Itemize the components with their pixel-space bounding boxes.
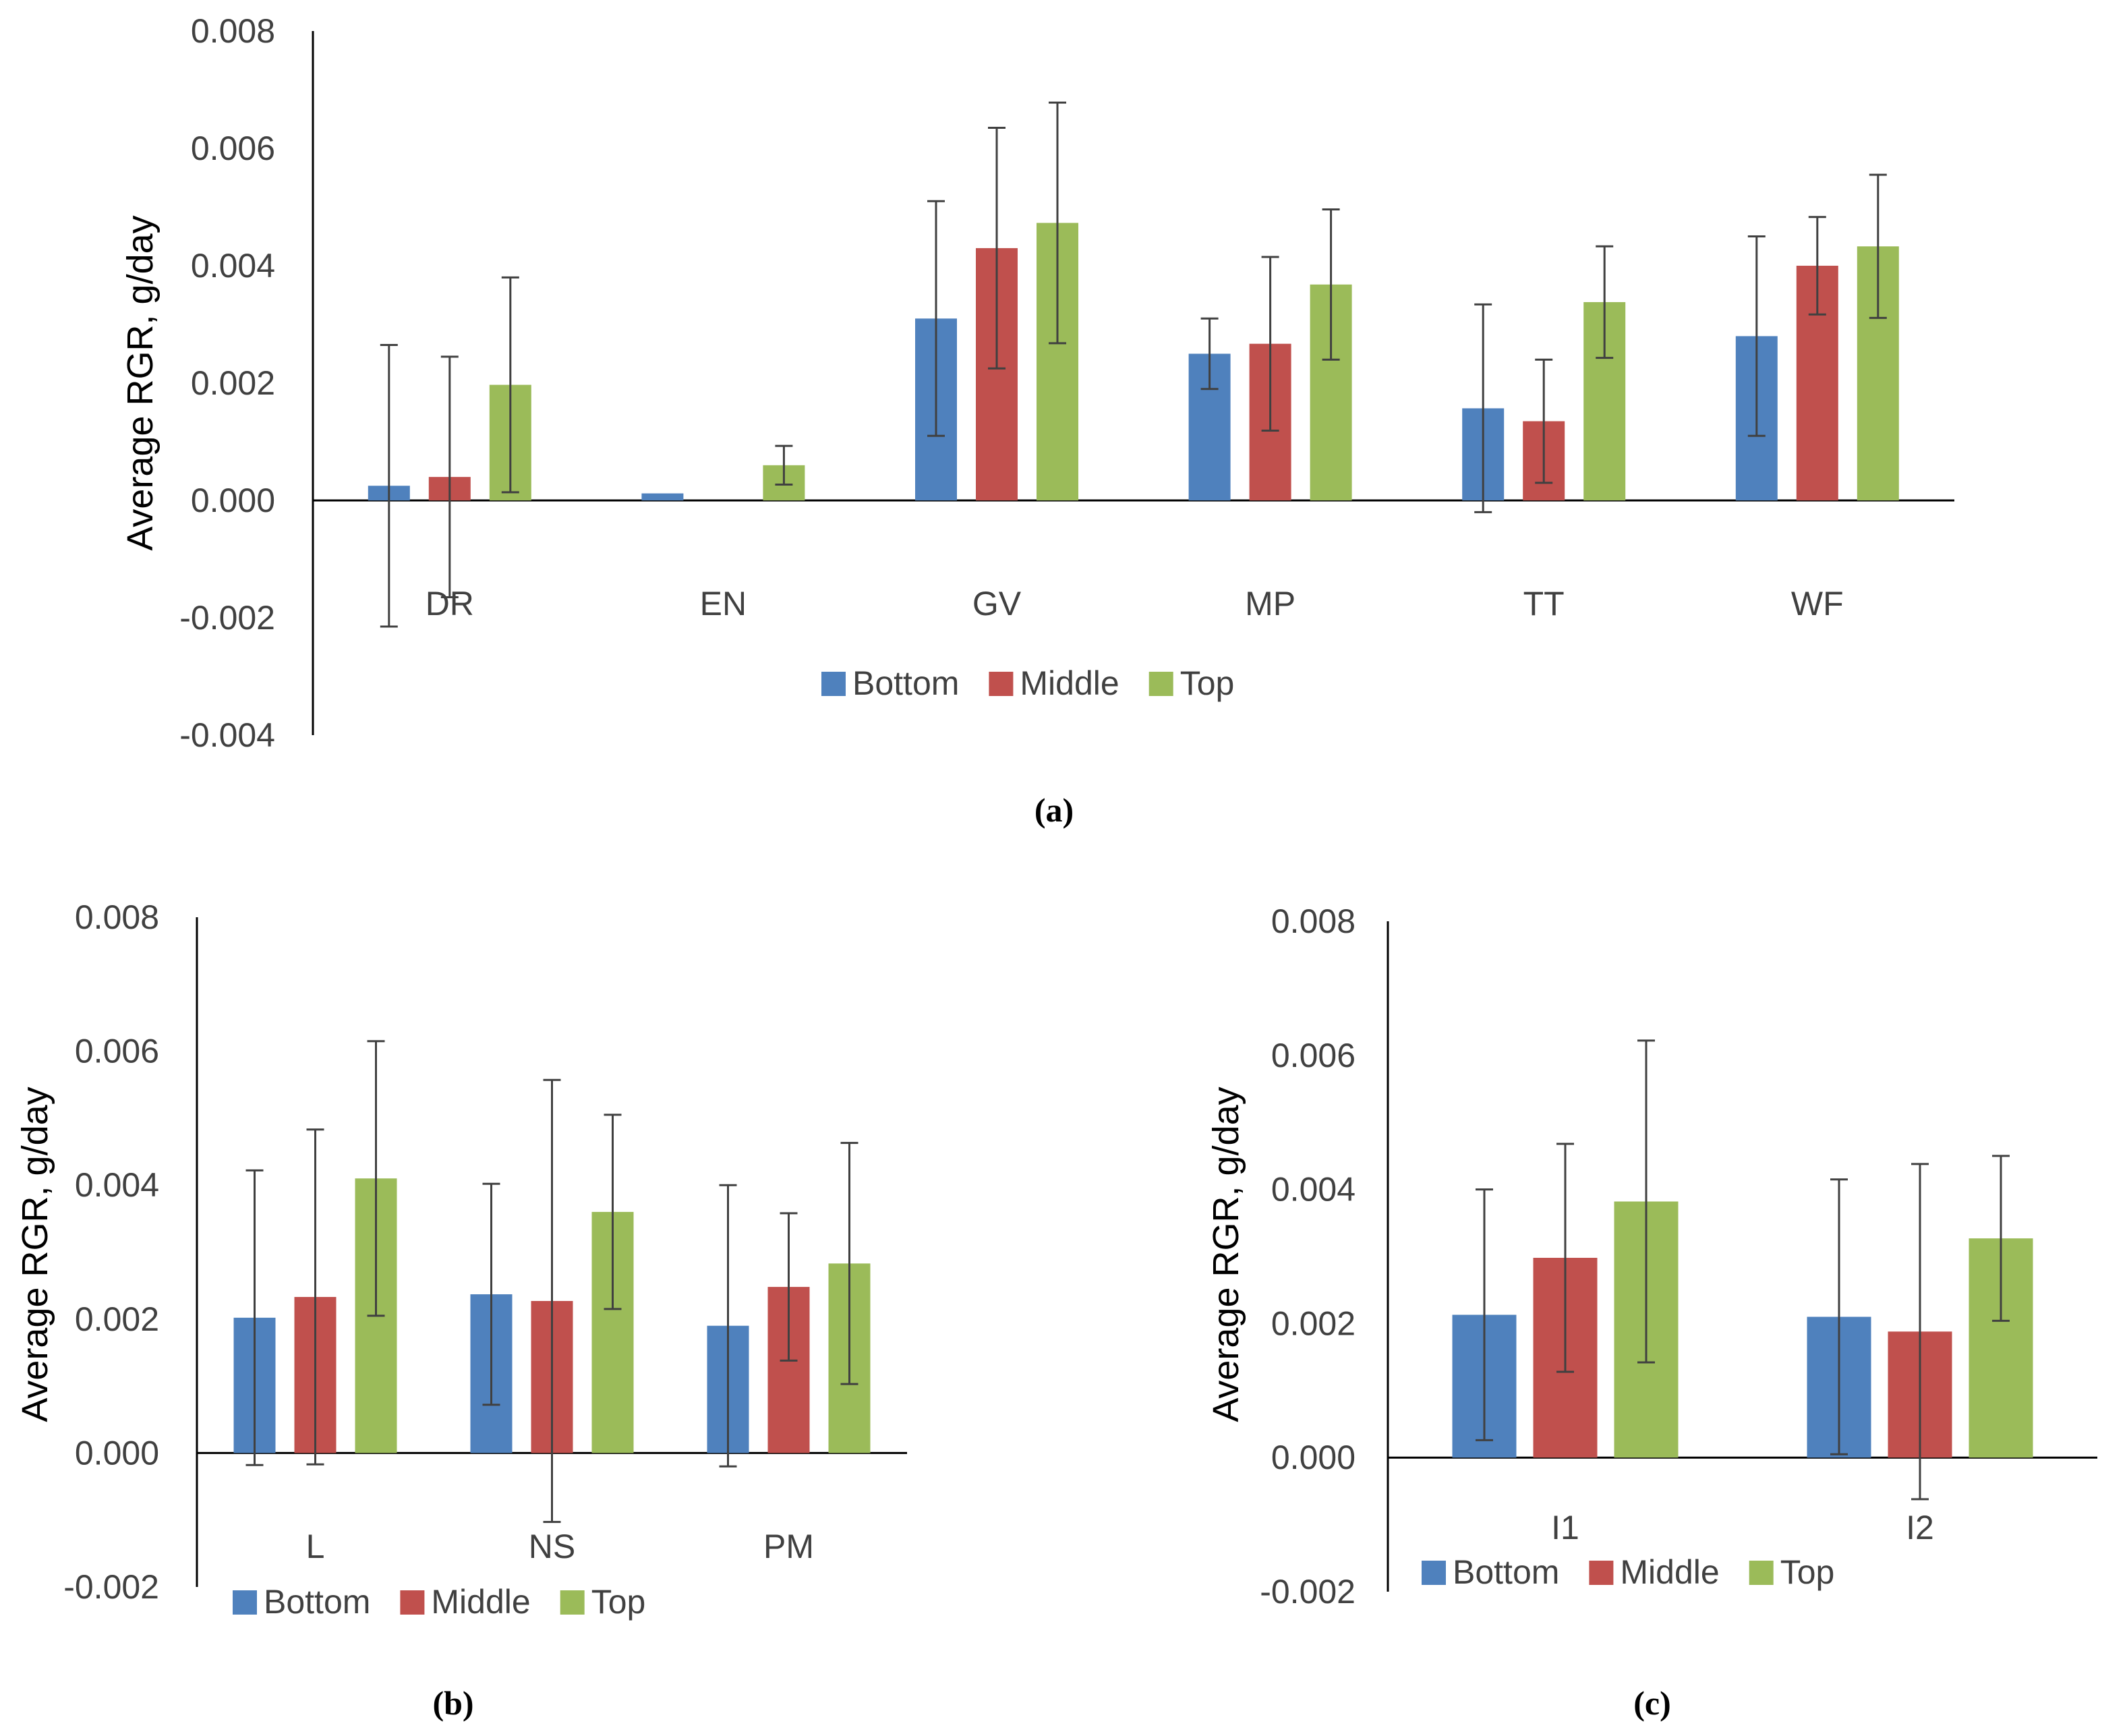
chart-panel-2: 0.008 0.006 0.004 0.002 0.000 -0.002 Average R… bbox=[1206, 902, 2097, 1722]
x-tick-label: I1 bbox=[1551, 1509, 1579, 1546]
legend-label: Bottom bbox=[264, 1583, 370, 1621]
y-tick-label: -0.002 bbox=[179, 599, 275, 637]
chart-panel-0: 0.008 0.006 0.004 0.002 0.000 -0.002 -0.004 Ave… bbox=[120, 12, 1954, 829]
legend-label: Middle bbox=[1020, 664, 1119, 702]
legend-swatch bbox=[560, 1590, 585, 1615]
legend-label: Middle bbox=[1620, 1553, 1719, 1591]
y-tick-label: 0.006 bbox=[191, 129, 275, 167]
legend-label: Bottom bbox=[1453, 1553, 1559, 1591]
y-tick-label: 0.006 bbox=[1271, 1037, 1356, 1074]
chart-panel-1: 0.008 0.006 0.004 0.002 0.000 -0.002 Average R… bbox=[15, 898, 907, 1722]
legend-swatch bbox=[1749, 1561, 1774, 1585]
legend-label: Top bbox=[1180, 664, 1235, 702]
panel-label: (b) bbox=[432, 1684, 473, 1722]
legend-label: Middle bbox=[431, 1583, 530, 1621]
legend-swatch bbox=[1589, 1561, 1614, 1585]
x-tick-label: EN bbox=[700, 585, 747, 623]
legend-swatch bbox=[1148, 672, 1173, 696]
x-tick-label: NS bbox=[529, 1528, 575, 1565]
x-tick-label: TT bbox=[1523, 585, 1565, 623]
y-tick-label: 0.004 bbox=[75, 1166, 159, 1204]
legend-label: Top bbox=[591, 1583, 646, 1621]
x-tick-label: DR bbox=[426, 585, 474, 623]
x-tick-label: GV bbox=[972, 585, 1022, 623]
legend-swatch bbox=[400, 1590, 425, 1615]
y-tick-label: 0.000 bbox=[75, 1434, 159, 1472]
y-tick-label: 0.000 bbox=[191, 482, 275, 519]
legend-swatch bbox=[821, 672, 846, 696]
y-tick-label: 0.006 bbox=[75, 1033, 159, 1070]
x-tick-label: I2 bbox=[1906, 1509, 1934, 1546]
y-axis-title: Average RGR, g/day bbox=[15, 1087, 55, 1422]
panel-label: (a) bbox=[1035, 791, 1074, 829]
y-tick-label: 0.004 bbox=[1271, 1171, 1356, 1209]
y-tick-label: -0.004 bbox=[179, 716, 275, 754]
x-tick-label: L bbox=[306, 1528, 325, 1565]
legend-swatch bbox=[989, 672, 1014, 696]
y-axis-title: Average RGR, g/day bbox=[1206, 1087, 1246, 1422]
y-tick-label: 0.008 bbox=[75, 898, 159, 936]
legend-swatch bbox=[1422, 1561, 1446, 1585]
bar-bottom-en bbox=[641, 493, 684, 500]
y-tick-label: 0.008 bbox=[191, 12, 275, 50]
y-tick-label: 0.002 bbox=[75, 1300, 159, 1338]
x-tick-label: PM bbox=[763, 1528, 814, 1565]
legend-swatch bbox=[233, 1590, 257, 1615]
y-tick-label: 0.002 bbox=[1271, 1304, 1356, 1342]
y-tick-label: 0.002 bbox=[191, 364, 275, 402]
y-tick-label: 0.004 bbox=[191, 247, 275, 285]
y-tick-label: 0.008 bbox=[1271, 902, 1356, 940]
y-tick-label: 0.000 bbox=[1271, 1439, 1356, 1476]
legend-label: Top bbox=[1780, 1553, 1835, 1591]
y-tick-label: -0.002 bbox=[1260, 1573, 1356, 1611]
x-tick-label: MP bbox=[1245, 585, 1295, 623]
y-tick-label: -0.002 bbox=[63, 1568, 159, 1606]
panel-label: (c) bbox=[1633, 1684, 1671, 1722]
legend-label: Bottom bbox=[852, 664, 959, 702]
y-axis-title: Average RGR, g/day bbox=[120, 215, 161, 550]
x-tick-label: WF bbox=[1791, 585, 1844, 623]
